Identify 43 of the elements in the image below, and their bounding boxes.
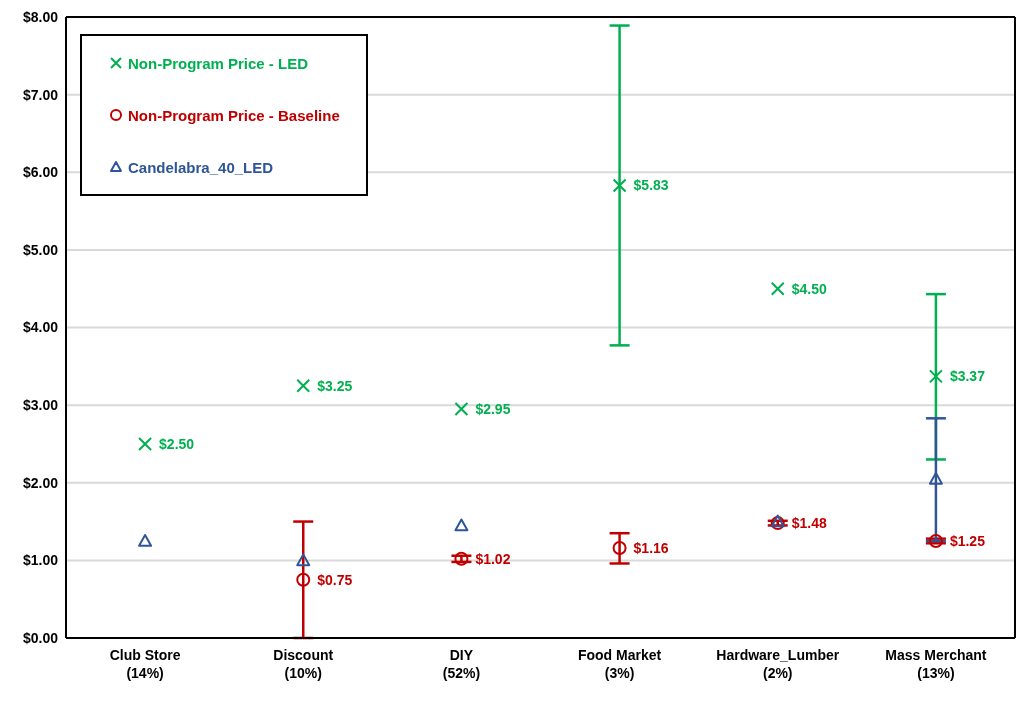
data-label: $0.75 bbox=[317, 571, 353, 588]
point bbox=[770, 281, 785, 296]
legend-label: Non-Program Price - Baseline bbox=[128, 106, 340, 124]
y-tick-label: $7.00 bbox=[22, 86, 59, 103]
point bbox=[612, 178, 627, 193]
y-tick-label: $3.00 bbox=[22, 397, 59, 414]
y-tick-label: $8.00 bbox=[22, 8, 59, 25]
data-label: $5.83 bbox=[633, 177, 669, 194]
legend-label: Candelabra_40_LED bbox=[128, 158, 274, 176]
data-label: $3.25 bbox=[317, 377, 353, 394]
data-label: $2.50 bbox=[159, 435, 195, 452]
data-label: $1.02 bbox=[475, 550, 511, 567]
x-tick-label: Discount (10%) bbox=[273, 647, 334, 681]
legend-label: Non-Program Price - LED bbox=[128, 54, 309, 72]
data-label: $1.16 bbox=[633, 539, 669, 556]
data-label: $1.25 bbox=[949, 532, 986, 549]
x-tick-label: Hardware_Lumber (2%) bbox=[716, 647, 840, 681]
y-tick-label: $6.00 bbox=[22, 164, 59, 181]
data-label: $4.50 bbox=[791, 280, 827, 297]
data-label: $2.95 bbox=[475, 401, 511, 418]
x-tick-label: DIY (52%) bbox=[442, 647, 481, 681]
x-tick-label: Club Store (14%) bbox=[109, 647, 181, 681]
y-tick-label: $2.00 bbox=[22, 474, 59, 491]
y-tick-label: $5.00 bbox=[22, 241, 59, 258]
point bbox=[138, 436, 153, 451]
point bbox=[928, 471, 943, 485]
data-label: $3.37 bbox=[949, 368, 986, 385]
x-tick-label: Food Market (3%) bbox=[577, 647, 662, 681]
point bbox=[454, 551, 469, 566]
point bbox=[296, 553, 311, 567]
point bbox=[296, 572, 311, 587]
point bbox=[612, 540, 627, 555]
x-tick-label: Mass Merchant (13%) bbox=[885, 647, 987, 681]
y-tick-label: $4.00 bbox=[22, 319, 59, 336]
point bbox=[454, 402, 469, 417]
point bbox=[454, 518, 469, 532]
point bbox=[138, 533, 153, 547]
point bbox=[928, 533, 943, 548]
data-label: $1.48 bbox=[791, 515, 827, 532]
y-tick-label: $1.00 bbox=[22, 552, 59, 569]
y-tick-label: $0.00 bbox=[22, 629, 59, 646]
point bbox=[296, 378, 311, 393]
point bbox=[928, 369, 943, 384]
